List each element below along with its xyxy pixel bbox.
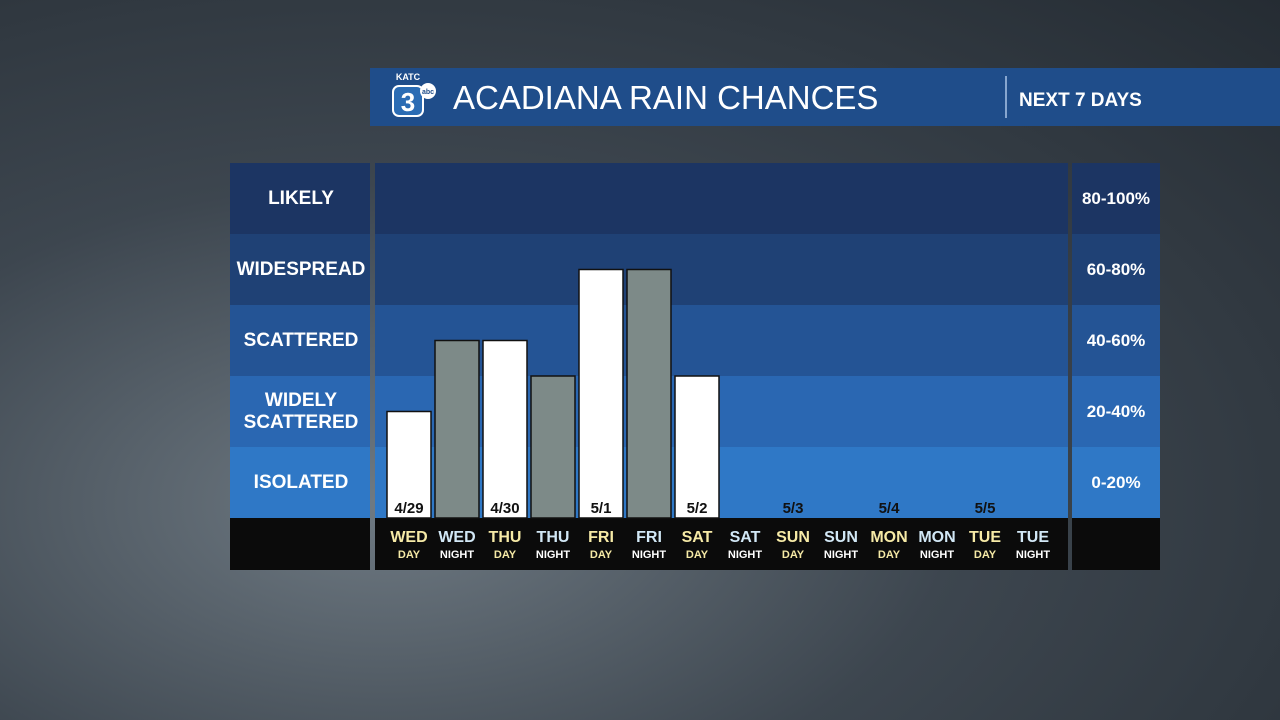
x-tick-label: FRI — [636, 529, 662, 546]
band — [1072, 234, 1160, 305]
band — [230, 305, 370, 376]
band-label: SCATTERED — [243, 329, 359, 351]
band — [1072, 447, 1160, 518]
period-label: DAY — [398, 549, 421, 561]
plot: 4/29 WED DAY WED NIGHT 4/30 THU DAY THU NIGHT 5/1 F… — [230, 163, 1160, 570]
band-range: 0-20% — [1091, 472, 1141, 492]
day-strip — [1072, 518, 1160, 570]
band — [230, 234, 370, 305]
band-label: LIKELY — [268, 187, 334, 209]
band — [375, 234, 1068, 305]
period-label: NIGHT — [920, 549, 955, 561]
bar — [482, 339, 528, 519]
band-range: 20-40% — [1086, 401, 1146, 421]
x-tick-label: SUN — [776, 529, 810, 546]
period-label: DAY — [878, 549, 901, 561]
x-tick-label: MON — [870, 529, 907, 546]
x-tick-label: WED — [438, 529, 475, 546]
x-tick-label: THU — [537, 529, 570, 546]
date-label: 4/30 — [490, 500, 519, 517]
bar — [434, 339, 480, 519]
period-label: DAY — [974, 549, 997, 561]
header-bar — [370, 68, 1280, 126]
x-tick-label: SUN — [824, 529, 858, 546]
x-tick-label: TUE — [969, 529, 1001, 546]
date-label: 5/3 — [783, 500, 804, 517]
day-strip — [230, 518, 370, 570]
band-range: 80-100% — [1081, 188, 1151, 208]
logo-number: 3 — [401, 87, 415, 117]
period-label: NIGHT — [632, 549, 667, 561]
x-tick-label: SAT — [730, 529, 761, 546]
x-tick-label: THU — [489, 529, 522, 546]
band-label: WIDELY SCATTERED — [243, 389, 359, 433]
band-label: ISOLATED — [253, 471, 349, 493]
date-label: 5/1 — [591, 500, 612, 517]
day-strip — [375, 518, 1068, 570]
band — [1072, 305, 1160, 376]
band-range: 40-60% — [1086, 330, 1146, 350]
x-tick-label: FRI — [588, 529, 614, 546]
x-tick-label: WED — [390, 529, 427, 546]
date-label: 4/29 — [394, 500, 423, 517]
period-label: NIGHT — [728, 549, 763, 561]
period-label: DAY — [782, 549, 805, 561]
logo-badge — [392, 85, 424, 117]
x-tick-label: MON — [918, 529, 955, 546]
period-label: NIGHT — [1016, 549, 1051, 561]
bar — [530, 375, 576, 519]
band — [1072, 163, 1160, 234]
logo-network: abc — [422, 89, 434, 96]
bar — [674, 375, 720, 519]
bar — [386, 410, 432, 519]
band — [230, 163, 370, 234]
band — [230, 376, 370, 447]
period-label: NIGHT — [536, 549, 571, 561]
date-label: 5/2 — [687, 500, 708, 517]
subtitle: NEXT 7 DAYS — [1019, 90, 1142, 111]
band-range: 60-80% — [1086, 259, 1146, 279]
band — [375, 163, 1068, 234]
period-label: DAY — [686, 549, 709, 561]
period-label: DAY — [494, 549, 517, 561]
title: ACADIANA RAIN CHANCES — [453, 79, 878, 116]
date-label: 5/5 — [975, 500, 996, 517]
bar — [626, 268, 672, 519]
logo-abc-circle — [420, 83, 436, 99]
band-label: WIDESPREAD — [236, 258, 366, 280]
period-label: DAY — [590, 549, 613, 561]
period-label: NIGHT — [824, 549, 859, 561]
logo-station: KATC — [396, 72, 421, 82]
band — [1072, 376, 1160, 447]
bar — [578, 268, 624, 519]
band — [230, 447, 370, 518]
x-tick-label: TUE — [1017, 529, 1049, 546]
date-label: 5/4 — [879, 500, 901, 517]
period-label: NIGHT — [440, 549, 475, 561]
x-tick-label: SAT — [682, 529, 713, 546]
